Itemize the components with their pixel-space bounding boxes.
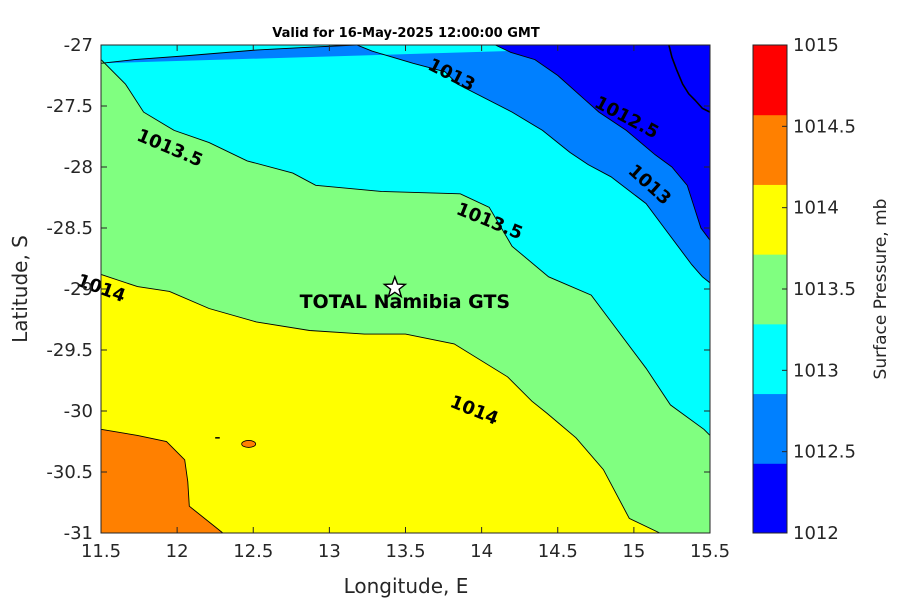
x-tick-label: 15.5 — [690, 541, 730, 562]
y-tick-label: -31 — [64, 523, 93, 544]
contour-line-1013.5 — [100, 59, 711, 436]
band-1014.5-1015 — [101, 429, 223, 533]
coastline-path — [668, 44, 711, 113]
colorbar: 1012 1012.5 1013 1013.5 1014 1014.5 1015 — [752, 35, 856, 544]
y-axis-label: Latitude, S — [8, 235, 32, 343]
station-label: TOTAL Namibia GTS — [300, 291, 511, 313]
band-1012.5-1013 — [101, 45, 710, 283]
chart-title: Valid for 16-May-2025 12:00:00 GMT — [272, 26, 540, 41]
contour-lines — [100, 44, 711, 534]
colorbar-tick-label: 1014.5 — [793, 116, 856, 137]
y-tick-label: -29.5 — [46, 340, 93, 361]
contour-line-1014 — [100, 273, 660, 534]
colorbar-tick-label: 1015 — [793, 35, 839, 56]
colorbar-tick-label: 1012.5 — [793, 442, 856, 463]
y-tick-label: -29 — [64, 279, 93, 300]
y-tick-label: -27.5 — [46, 96, 93, 117]
x-tick-label: 13.5 — [385, 541, 425, 562]
contour-line-1014.5 — [100, 428, 224, 534]
station-star-marker — [382, 274, 408, 299]
x-tick-label: 11.5 — [81, 541, 121, 562]
colorbar-tick-label: 1012 — [793, 523, 839, 544]
colorbar-swatch — [753, 184, 787, 255]
x-tick-label: 14.5 — [538, 541, 578, 562]
x-tick-label: 14 — [470, 541, 493, 562]
colorbar-tick-label: 1014 — [793, 198, 839, 219]
x-tick-label: 13 — [318, 541, 341, 562]
x-tick-label: 12 — [166, 541, 189, 562]
coastline — [668, 44, 711, 113]
colorbar-label: Surface Pressure, mb — [871, 199, 891, 380]
y-tick-label: -28.5 — [46, 218, 93, 239]
band-1012-1012.5 — [495, 45, 710, 241]
band-1013-1013.5 — [101, 45, 710, 533]
colorbar-swatch — [753, 393, 787, 464]
y-tick-label: -30.5 — [46, 462, 93, 483]
y-tick-label: -30 — [64, 401, 93, 422]
band-1014-1014.5 — [101, 274, 710, 533]
y-axis: -27 -27.5 -28 -28.5 -29 -29.5 -30 -30.5 -31 — [46, 35, 710, 544]
contour-line-1012.5 — [495, 44, 711, 241]
colorbar-swatch — [753, 463, 787, 534]
y-tick-label: -28 — [64, 157, 93, 178]
colorbar-swatch — [753, 114, 787, 185]
colorbar-swatch — [753, 45, 787, 116]
x-axis: 11.5 12 12.5 13 13.5 14 14.5 15 15.5 — [81, 45, 730, 562]
colorbar-tick-label: 1013 — [793, 360, 839, 381]
colorbar-swatch — [753, 323, 787, 395]
x-tick-label: 15 — [622, 541, 645, 562]
colorbar-tick-label: 1013.5 — [793, 279, 856, 300]
contour-fills — [101, 45, 710, 533]
colorbar-swatch — [753, 254, 787, 325]
contour-line-1013 — [100, 44, 711, 284]
x-axis-label: Longitude, E — [344, 574, 469, 598]
y-tick-label: -27 — [64, 35, 93, 56]
x-tick-label: 12.5 — [233, 541, 273, 562]
station-marker-group: TOTAL Namibia GTS — [300, 274, 511, 313]
band-1014.5-patch — [241, 440, 257, 448]
